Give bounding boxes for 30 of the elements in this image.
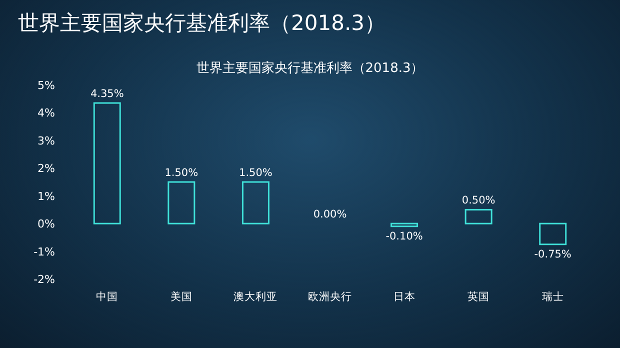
chart-title: 世界主要国家央行基准利率（2018.3） — [18, 11, 386, 35]
data-label: 0.50% — [462, 194, 496, 207]
bar — [93, 102, 121, 224]
x-tick-label: 日本 — [393, 290, 416, 303]
y-tick-label: -2% — [34, 273, 55, 286]
data-label: 0.00% — [313, 208, 347, 221]
x-tick-label: 美国 — [170, 290, 192, 303]
data-label: -0.10% — [386, 230, 423, 242]
y-tick-label: 0% — [38, 218, 55, 231]
bar — [168, 181, 196, 224]
y-tick-label: 2% — [38, 162, 55, 176]
y-tick-label: 5% — [38, 79, 55, 92]
data-label: 1.50% — [164, 167, 198, 179]
bar — [464, 208, 492, 224]
chart-subtitle: 世界主要国家央行基准利率（2018.3） — [196, 60, 424, 76]
y-tick-label: 3% — [38, 134, 55, 148]
y-tick-label: 1% — [38, 190, 55, 203]
bar — [242, 181, 270, 224]
bar — [390, 222, 418, 228]
x-tick-label: 欧洲央行 — [308, 290, 352, 303]
x-tick-label: 瑞士 — [542, 290, 564, 303]
x-tick-label: 英国 — [468, 290, 490, 303]
data-label: 4.35% — [90, 88, 124, 100]
data-label: -0.75% — [534, 248, 572, 260]
bar — [539, 222, 567, 246]
y-tick-label: -1% — [34, 245, 55, 258]
x-tick-label: 澳大利亚 — [234, 290, 278, 303]
data-label: 1.50% — [239, 167, 272, 179]
x-tick-label: 中国 — [96, 290, 118, 303]
y-tick-label: 4% — [38, 106, 55, 120]
